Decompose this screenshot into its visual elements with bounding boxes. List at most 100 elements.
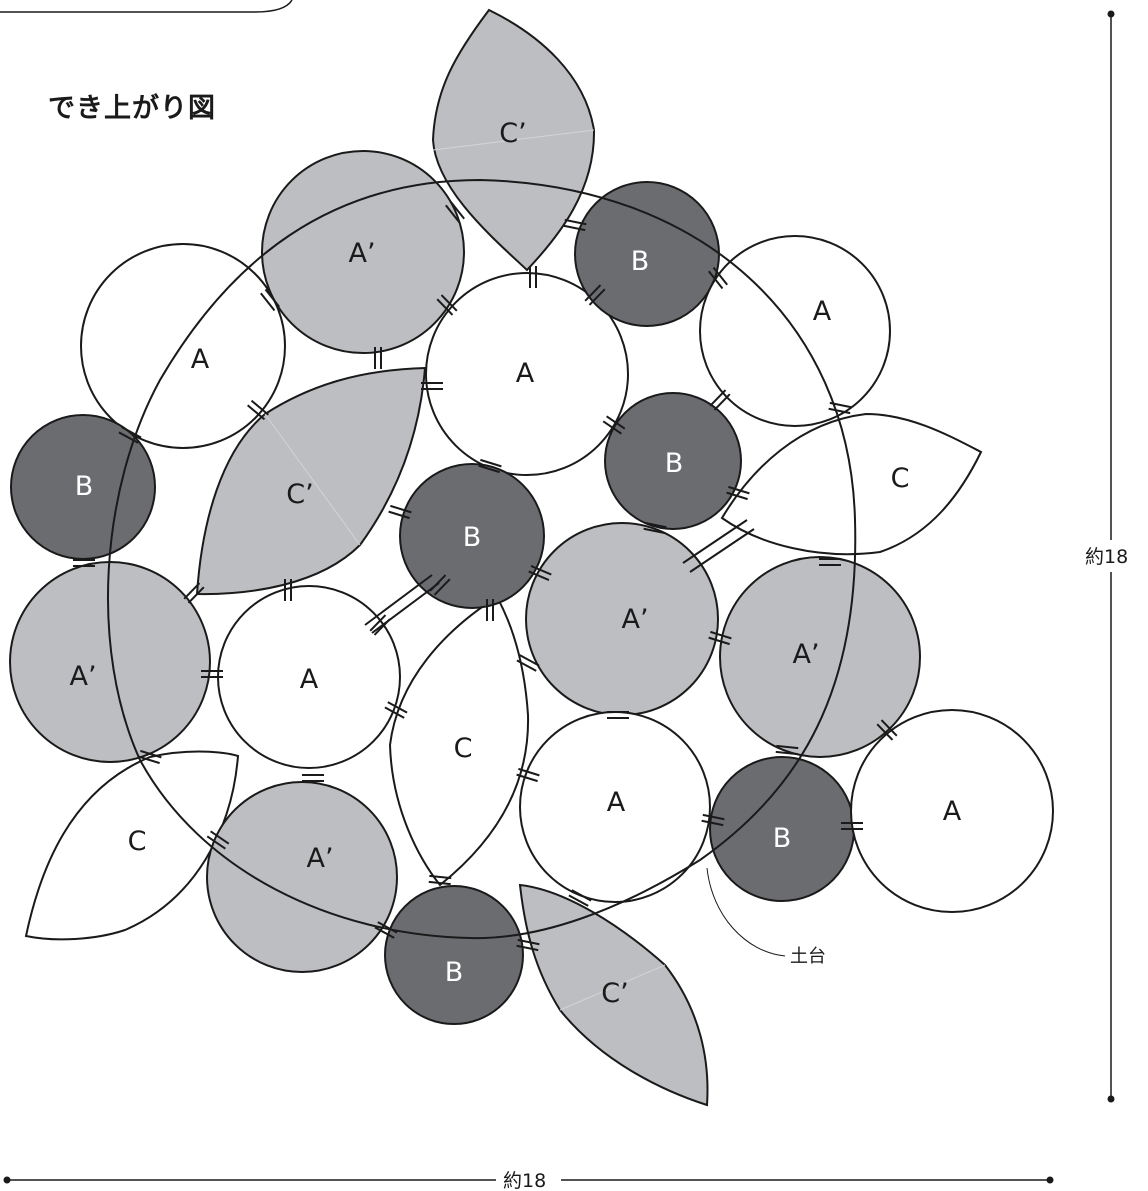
join-mark <box>138 749 162 765</box>
join-mark <box>183 582 205 604</box>
join-mark <box>819 558 841 566</box>
join-mark <box>73 559 95 567</box>
piece-label-b: B <box>631 246 650 277</box>
piece-label-c-prime: C’ <box>499 118 526 149</box>
circle-piece-b <box>384 885 524 1025</box>
piece-label-a: A <box>300 664 319 695</box>
circle-piece-b <box>604 392 742 530</box>
piece-label-a: A <box>516 358 535 389</box>
join-mark <box>247 399 269 421</box>
join-connector <box>689 528 755 573</box>
width-dimension-label: 約18 <box>503 1170 546 1191</box>
piece-label-a-prime: A’ <box>621 604 648 635</box>
piece-label-a-prime: A’ <box>348 238 375 269</box>
piece-label-b: B <box>773 823 792 854</box>
width-dimension-dot-left <box>3 1176 11 1184</box>
circle-piece-a <box>80 243 286 449</box>
join-mark <box>568 889 592 907</box>
circle-piece-a-prime <box>9 561 211 763</box>
join-mark <box>206 830 230 850</box>
join-connector <box>682 519 748 564</box>
join-mark <box>373 346 383 370</box>
join-mark <box>436 294 458 316</box>
labels-layer: A A’ A B A B B B A’ A’ A’ A A B A A’ B C’ C’ C C C C’ <box>69 118 961 1009</box>
join-mark <box>602 415 626 435</box>
join-connector <box>371 582 440 634</box>
join-mark <box>708 630 732 646</box>
join-mark <box>828 401 852 415</box>
piece-label-a-prime: A’ <box>306 843 333 874</box>
join-mark <box>709 389 731 411</box>
pieces-layer <box>9 8 1054 1107</box>
circle-piece-b <box>399 463 545 609</box>
diagram-title: でき上がり図 <box>48 93 216 124</box>
circle-piece-a <box>850 709 1054 913</box>
join-mark <box>701 813 725 827</box>
height-dimension-dot-top <box>1107 10 1115 18</box>
join-mark <box>374 921 398 939</box>
join-mark <box>643 521 667 535</box>
join-mark <box>445 200 465 224</box>
join-mark <box>302 774 324 782</box>
circle-piece-a <box>425 272 629 476</box>
piece-label-c: C <box>454 733 473 764</box>
base-label: 土台 <box>790 946 826 967</box>
join-mark <box>876 719 898 741</box>
join-mark <box>478 458 502 474</box>
piece-label-a: A <box>943 796 962 827</box>
join-mark <box>384 701 408 719</box>
join-mark <box>563 218 587 232</box>
leaf-piece-c <box>24 750 240 941</box>
piece-label-b: B <box>75 471 94 502</box>
base-pointer-line <box>706 867 786 957</box>
join-marks-layer <box>73 200 898 952</box>
join-mark <box>388 504 412 520</box>
base-outline <box>106 178 857 940</box>
height-dimension-dot-bottom <box>1107 1095 1115 1103</box>
join-mark <box>607 711 629 719</box>
join-mark <box>485 598 495 622</box>
leaf-vein <box>264 413 361 546</box>
circle-piece-a-prime <box>719 556 921 758</box>
piece-label-a-prime: A’ <box>792 639 819 670</box>
join-mark <box>118 426 142 444</box>
piece-label-a: A <box>191 344 210 375</box>
base-layer <box>106 178 857 940</box>
join-mark <box>421 382 443 390</box>
join-mark <box>775 744 799 756</box>
piece-label-b: B <box>463 522 482 553</box>
piece-label-b: B <box>665 448 684 479</box>
height-dimension-label: 約18 <box>1085 546 1128 568</box>
join-mark <box>260 288 280 312</box>
circle-piece-a-prime <box>261 150 465 354</box>
join-mark <box>516 938 540 952</box>
piece-label-c-prime: C’ <box>601 978 628 1009</box>
leaf-piece-c-prime <box>518 883 709 1107</box>
header-tab-corner <box>0 0 293 13</box>
join-connector <box>364 574 433 626</box>
leaf-vein <box>559 964 666 1011</box>
join-mark <box>283 578 293 602</box>
leaf-piece-c-prime <box>195 366 427 596</box>
piece-label-c: C <box>128 826 147 857</box>
join-mark <box>584 284 606 306</box>
piece-label-b: B <box>445 957 464 988</box>
piece-label-c: C <box>891 463 910 494</box>
piece-label-a-prime: A’ <box>69 661 96 692</box>
piece-label-c-prime: C’ <box>286 479 313 510</box>
piece-label-a: A <box>813 296 832 327</box>
join-mark <box>726 485 750 501</box>
join-mark <box>841 822 863 830</box>
leaf-vein <box>432 129 595 151</box>
join-mark <box>428 874 452 886</box>
width-dimension-dot-right <box>1046 1176 1054 1184</box>
join-mark <box>201 670 223 678</box>
piece-label-a: A <box>607 787 626 818</box>
join-mark <box>528 565 552 581</box>
circle-piece-a-prime <box>206 781 398 973</box>
join-mark <box>708 266 728 290</box>
join-mark <box>528 265 538 289</box>
join-mark <box>516 654 540 672</box>
join-mark <box>516 767 540 783</box>
